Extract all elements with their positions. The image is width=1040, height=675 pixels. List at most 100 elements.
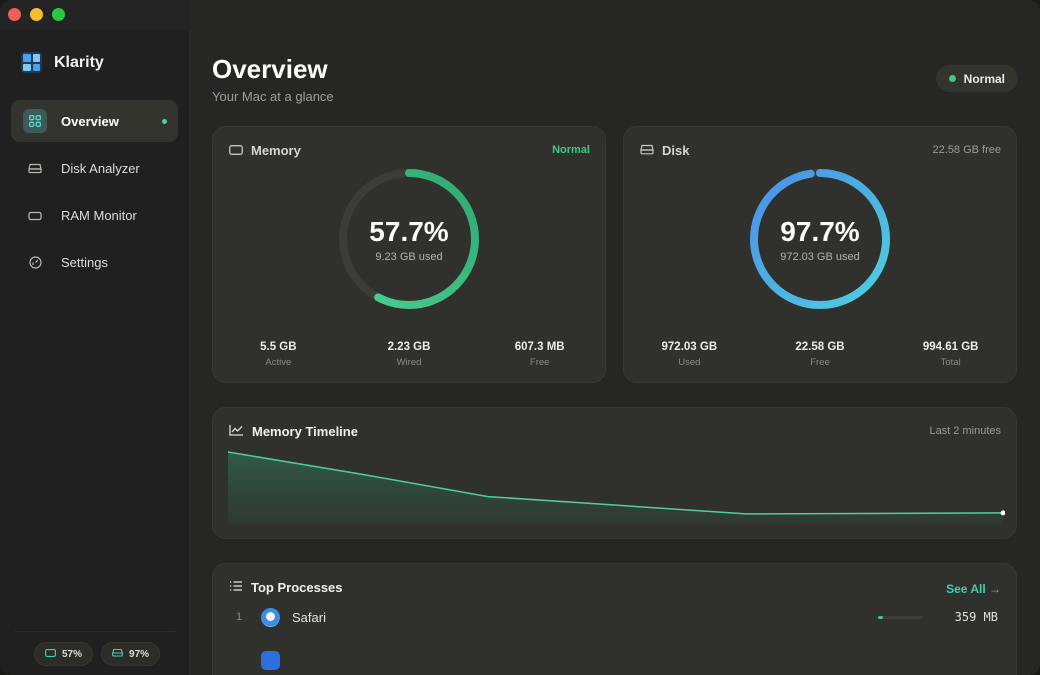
stat-label: Free	[810, 357, 830, 368]
memory-ring-text: 57.7% 9.23 GB used	[335, 165, 483, 313]
main-content: Overview Your Mac at a glance Normal Mem…	[190, 0, 1040, 675]
disk-percent: 97.7%	[780, 215, 860, 247]
memory-ring-progress	[339, 169, 479, 309]
top-processes-title-label: Top Processes	[251, 580, 343, 595]
disk-ring: 97.7% 972.03 GB used	[746, 165, 894, 313]
disk-card-title-label: Disk	[662, 143, 690, 158]
memory-stat-wired: 2.23 GB Wired	[344, 341, 475, 368]
memory-card-title: Memory	[229, 143, 301, 158]
disk-ring-progress	[750, 169, 890, 309]
stat-label: Total	[940, 357, 961, 368]
memory-stat-active: 5.5 GB Active	[213, 341, 344, 368]
memory-timeline-chart	[228, 451, 1005, 524]
system-status-label: Normal	[963, 71, 1005, 86]
memory-stats: 5.5 GB Active 2.23 GB Wired 607.3 MB Fre…	[213, 341, 605, 368]
app-name: Klarity	[54, 53, 104, 71]
sidebar-item-label: Overview	[61, 113, 119, 129]
timeline-area	[228, 452, 1003, 524]
sidebar-divider	[15, 631, 175, 632]
app-logo-icon	[21, 52, 42, 73]
safari-icon	[261, 607, 280, 627]
window-controls	[8, 8, 65, 21]
memory-timeline-title: Memory Timeline	[229, 424, 358, 439]
memory-usage-chip[interactable]: 57%	[34, 642, 94, 666]
memory-used: 9.23 GB used	[375, 250, 443, 263]
disk-usage-value: 97%	[129, 648, 150, 660]
sidebar-item-label: Settings	[61, 255, 108, 271]
memory-icon	[45, 648, 56, 660]
disk-stat-total: 994.61 GB Total	[885, 341, 1016, 368]
memory-usage-value: 57%	[62, 648, 83, 660]
memory-ring: 57.7% 9.23 GB used	[335, 165, 483, 313]
stat-value: 5.5 GB	[260, 341, 297, 353]
drive-icon	[640, 143, 654, 158]
grid-icon	[23, 109, 47, 133]
process-row[interactable]: 1 Safari 359 MB	[213, 604, 1016, 630]
disk-stat-used: 972.03 GB Used	[624, 341, 755, 368]
disk-card-title: Disk	[640, 143, 689, 158]
memory-stat-free: 607.3 MB Free	[474, 341, 605, 368]
stat-value: 972.03 GB	[661, 341, 718, 353]
system-status-badge: Normal	[935, 65, 1018, 92]
timeline-current-point	[1000, 510, 1005, 516]
memory-timeline-title-label: Memory Timeline	[252, 424, 358, 439]
memory-icon	[23, 204, 47, 228]
stat-value: 994.61 GB	[922, 341, 979, 353]
timeline-line	[228, 451, 1004, 515]
process-rank: 1	[236, 611, 243, 623]
disk-free-label: 22.58 GB free	[932, 144, 1002, 156]
zoom-window-button[interactable]	[52, 8, 65, 21]
stat-value: 22.58 GB	[795, 341, 845, 353]
disk-card: Disk 22.58 GB free 97.7% 972.03	[623, 126, 1017, 383]
page-title: Overview	[212, 54, 328, 84]
status-dot-icon	[948, 75, 956, 82]
see-all-link[interactable]: See All →	[946, 582, 1001, 596]
top-processes-card: Top Processes See All → 1 Safari 359 MB	[212, 563, 1017, 675]
timeline-range-label: Last 2 minutes	[929, 425, 1001, 437]
memory-card-title-label: Memory	[251, 143, 301, 158]
app-icon	[261, 651, 280, 670]
line-chart-icon	[229, 424, 244, 439]
sidebar-item-overview[interactable]: Overview	[11, 100, 178, 142]
sidebar-item-disk-analyzer[interactable]: Disk Analyzer	[11, 147, 178, 189]
disk-stats: 972.03 GB Used 22.58 GB Free 994.61 GB T…	[624, 341, 1016, 368]
sidebar: Klarity Overview Disk Analyzer RAM	[0, 0, 190, 675]
stat-label: Wired	[396, 357, 422, 368]
sidebar-footer-stats: 57% 97%	[34, 642, 161, 666]
memory-percent: 57.7%	[369, 215, 449, 247]
stat-value: 2.23 GB	[387, 341, 431, 353]
close-window-button[interactable]	[8, 8, 21, 21]
sidebar-item-label: Disk Analyzer	[61, 160, 140, 176]
stat-label: Active	[265, 357, 292, 368]
top-processes-title: Top Processes	[229, 580, 343, 595]
sidebar-item-label: RAM Monitor	[61, 208, 137, 224]
disk-ring-text: 97.7% 972.03 GB used	[746, 165, 894, 313]
process-usage-bar	[878, 615, 923, 619]
minimize-window-button[interactable]	[30, 8, 43, 21]
gauge-icon	[23, 251, 47, 275]
stat-value: 607.3 MB	[514, 341, 565, 353]
sidebar-item-settings[interactable]: Settings	[11, 242, 178, 284]
app-brand: Klarity	[21, 52, 104, 73]
disk-ring-graphic	[750, 169, 890, 309]
drive-icon	[23, 156, 47, 180]
process-memory: 359 MB	[954, 610, 998, 624]
active-indicator-dot	[162, 119, 167, 124]
drive-icon	[112, 648, 124, 660]
stat-label: Free	[529, 357, 550, 368]
memory-ring-graphic	[339, 169, 479, 309]
list-icon	[229, 580, 243, 595]
sidebar-item-ram-monitor[interactable]: RAM Monitor	[11, 195, 178, 237]
process-usage-bar-fill	[878, 615, 884, 619]
disk-usage-chip[interactable]: 97%	[101, 642, 161, 666]
memory-timeline-card: Memory Timeline Last 2 minutes	[212, 407, 1017, 539]
disk-stat-free: 22.58 GB Free	[755, 341, 886, 368]
memory-status-label: Normal	[552, 144, 590, 156]
process-row[interactable]	[213, 648, 1016, 674]
process-name: Safari	[292, 609, 326, 625]
sidebar-nav: Overview Disk Analyzer RAM Monitor Set	[11, 100, 178, 289]
memory-icon	[229, 143, 243, 158]
stat-label: Used	[678, 357, 701, 368]
memory-card: Memory Normal 57.7% 9.23 GB used	[212, 126, 606, 383]
